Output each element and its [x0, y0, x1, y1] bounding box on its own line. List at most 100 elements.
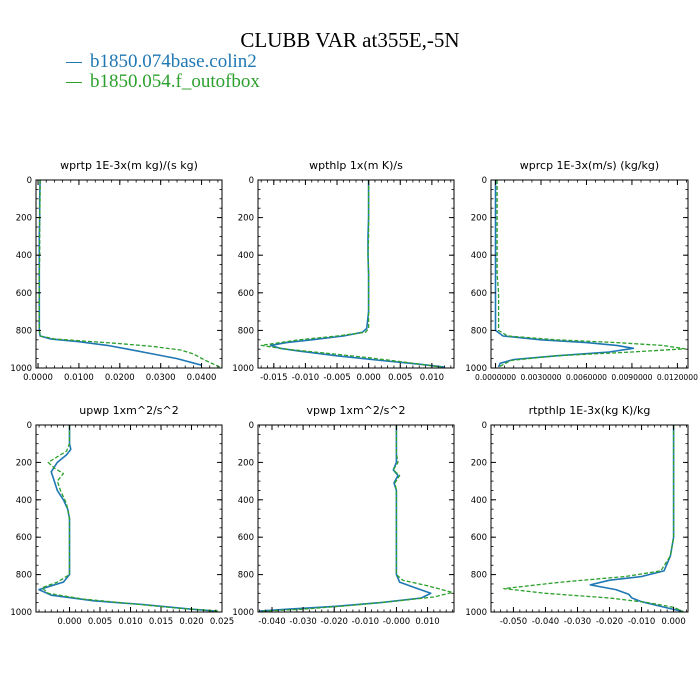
- series-line-2: [496, 180, 686, 368]
- panel-frame: [257, 179, 455, 369]
- panel-title: vpwp 1xm^2/s^2: [306, 404, 405, 417]
- y-tick-label: 1000: [10, 608, 32, 618]
- legend-swatch-2: [66, 81, 82, 83]
- x-tick-label: 0.005: [88, 617, 112, 627]
- y-tick-label: 0: [249, 176, 254, 186]
- x-tick-label: 0.0000: [23, 373, 53, 383]
- y-tick-label: 800: [16, 571, 32, 581]
- x-tick-label: 0.0000000: [475, 373, 516, 382]
- panel-frame: [35, 424, 223, 613]
- y-tick-label: 1000: [232, 364, 254, 374]
- x-tick-label: -0.000: [383, 617, 410, 627]
- x-tick-label: 0.025: [210, 617, 234, 627]
- y-tick-label: 400: [238, 496, 254, 506]
- series-line-1: [269, 180, 445, 368]
- x-tick-label: 0.0400: [187, 373, 217, 383]
- x-tick-label: 0.010: [118, 617, 142, 627]
- x-tick-label: 0.020: [179, 617, 203, 627]
- y-tick-label: 0: [249, 421, 254, 431]
- x-tick-label: 0.010: [415, 617, 439, 627]
- x-tick-label: -0.010: [292, 373, 319, 383]
- panel-title: wprtp 1E-3x(m kg)/(s kg): [60, 159, 198, 172]
- x-tick-label: 0.0200: [105, 373, 135, 383]
- series-line-1: [494, 180, 635, 368]
- x-tick-label: 0.015: [149, 617, 173, 627]
- y-tick-label: 800: [238, 326, 254, 336]
- y-tick-label: 200: [238, 214, 254, 224]
- y-tick-label: 800: [16, 326, 32, 336]
- x-tick-label: 0.0300: [146, 373, 176, 383]
- panel-3: wprcp 1E-3x(m/s) (kg/kg) 0 200 400 600 800 100…: [465, 159, 698, 382]
- panel-frame: [490, 179, 689, 369]
- x-tick-label: 0.005: [388, 373, 412, 383]
- panel-6: rtpthlp 1E-3x(kg K)/kg 0 200 400 600 800 1000 -…: [465, 404, 689, 627]
- y-tick-label: 800: [471, 326, 487, 336]
- y-tick-label: 1000: [232, 608, 254, 618]
- x-tick-label: -0.020: [596, 617, 623, 627]
- series-line-2: [503, 425, 684, 612]
- y-tick-label: 0: [27, 176, 32, 186]
- panel-4: upwp 1xm^2/s^2 0 200 400 600 800 1000 0.000 0.00…: [10, 404, 234, 627]
- x-tick-label: 0.000: [356, 373, 380, 383]
- series-line-2: [41, 425, 220, 612]
- y-tick-label: 200: [471, 458, 487, 468]
- x-tick-label: -0.040: [532, 617, 559, 627]
- series-line-1: [259, 425, 432, 612]
- panel-2: wpthlp 1x(m K)/s02004006008001000-0.015-…: [232, 159, 455, 383]
- x-tick-label: -0.010: [628, 617, 655, 627]
- y-tick-label: 600: [471, 289, 487, 299]
- legend-swatch-1: [66, 61, 82, 63]
- x-tick-label: 0.0060000: [566, 373, 607, 382]
- x-tick-label: 0.0120000: [657, 373, 698, 382]
- panel-frame: [490, 424, 689, 613]
- legend-label-2: b1850.054.f_outofbox: [90, 71, 260, 92]
- figure-title: CLUBB VAR at355E,-5N: [240, 28, 460, 52]
- y-tick-label: 600: [238, 533, 254, 543]
- y-tick-label: 200: [16, 214, 32, 224]
- y-tick-label: 200: [16, 458, 32, 468]
- panel-frame: [257, 424, 455, 613]
- y-tick-label: 600: [471, 533, 487, 543]
- y-tick-label: 400: [16, 496, 32, 506]
- x-tick-label: 0.0090000: [611, 373, 652, 382]
- y-tick-label: 600: [16, 289, 32, 299]
- x-tick-label: -0.030: [289, 617, 316, 627]
- legend-entry-2: b1850.054.f_outofbox: [66, 72, 260, 92]
- x-tick-label: -0.030: [564, 617, 591, 627]
- legend: b1850.074base.colin2 b1850.054.f_outofbo…: [66, 52, 260, 92]
- x-tick-label: -0.050: [500, 617, 527, 627]
- x-tick-label: -0.020: [321, 617, 348, 627]
- y-tick-label: 800: [471, 571, 487, 581]
- series-line-1: [589, 425, 684, 612]
- y-tick-label: 1000: [10, 364, 32, 374]
- y-tick-label: 600: [238, 289, 254, 299]
- x-tick-label: -0.015: [260, 373, 287, 383]
- y-tick-label: 400: [16, 251, 32, 261]
- y-tick-label: 0: [27, 421, 32, 431]
- panel-5: vpwp 1xm^2/s^2 0 200 400 600 800 1000 -0.040 -0.…: [232, 404, 455, 627]
- x-tick-label: -0.005: [323, 373, 350, 383]
- y-tick-label: 200: [471, 214, 487, 224]
- y-tick-label: 1000: [465, 608, 487, 618]
- panel-1: wprtp 1E-3x(m kg)/(s kg) 0 200 400 600 800 100…: [10, 159, 223, 383]
- panel-title: upwp 1xm^2/s^2: [79, 404, 179, 417]
- series-line-1: [38, 425, 216, 612]
- panel-title: rtpthlp 1E-3x(kg K)/kg: [529, 404, 651, 417]
- panel-title: wprcp 1E-3x(m/s) (kg/kg): [520, 159, 659, 172]
- panel-title: wpthlp 1x(m K)/s: [309, 159, 403, 172]
- y-tick-label: 800: [238, 571, 254, 581]
- y-tick-label: 1000: [465, 364, 487, 374]
- legend-label-1: b1850.074base.colin2: [90, 51, 257, 72]
- series-line-1: [38, 180, 202, 366]
- x-tick-label: 0.000: [661, 617, 685, 627]
- x-tick-label: 0.0100: [64, 373, 94, 383]
- x-tick-label: -0.010: [352, 617, 379, 627]
- x-tick-label: 0.0030000: [520, 373, 561, 382]
- x-tick-label: 0.000: [57, 617, 81, 627]
- series-line-2: [38, 180, 221, 368]
- y-tick-label: 400: [471, 496, 487, 506]
- y-tick-label: 200: [238, 458, 254, 468]
- y-tick-label: 600: [16, 533, 32, 543]
